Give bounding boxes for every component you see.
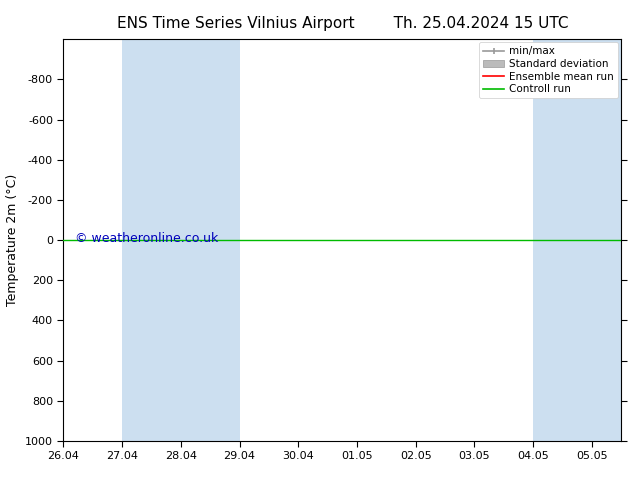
Text: © weatheronline.co.uk: © weatheronline.co.uk — [75, 232, 218, 245]
Legend: min/max, Standard deviation, Ensemble mean run, Controll run: min/max, Standard deviation, Ensemble me… — [479, 42, 618, 98]
Bar — [122, 39, 240, 441]
Bar — [533, 39, 621, 441]
Y-axis label: Temperature 2m (°C): Temperature 2m (°C) — [6, 174, 20, 306]
Title: ENS Time Series Vilnius Airport        Th. 25.04.2024 15 UTC: ENS Time Series Vilnius Airport Th. 25.0… — [117, 16, 568, 31]
